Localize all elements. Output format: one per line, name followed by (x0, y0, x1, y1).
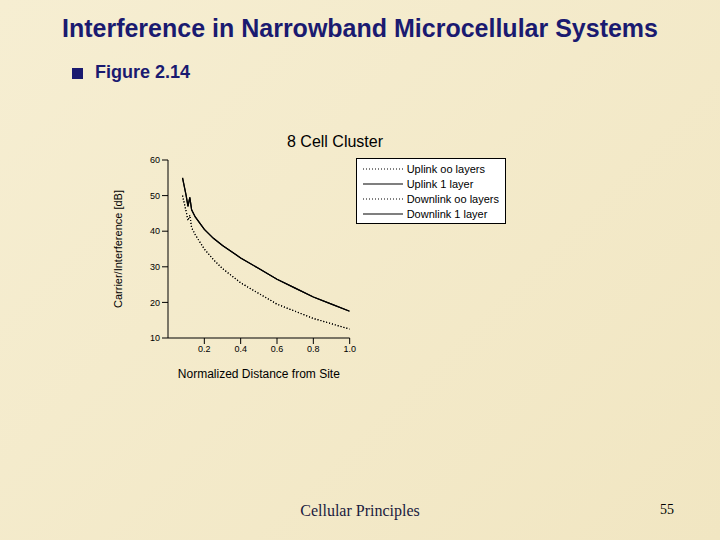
svg-text:20: 20 (150, 298, 160, 308)
svg-text:30: 30 (150, 262, 160, 272)
html-text:8 Cell Cluster: 8 Cell Cluster (287, 133, 383, 150)
svg-text:Normalized Distance from Site: Normalized Distance from Site (178, 367, 340, 381)
svg-text:50: 50 (150, 191, 160, 201)
svg-text:1.0: 1.0 (343, 344, 356, 354)
svg-text:10: 10 (150, 333, 160, 343)
html-text:Figure 2.14: Figure 2.14 (95, 62, 190, 82)
html-text:Downlink 1 layer: Downlink 1 layer (406, 207, 488, 220)
html-text:55: 55 (660, 502, 674, 517)
html-text:Uplink 1 layer: Uplink 1 layer (406, 177, 474, 190)
svg-text:0.2: 0.2 (198, 344, 211, 354)
svg-text:0.8: 0.8 (307, 344, 320, 354)
svg-text:60: 60 (150, 155, 160, 165)
html-text:Downlink oo layers: Downlink oo layers (406, 192, 499, 205)
svg-text:Carrier/Interference [dB]: Carrier/Interference [dB] (112, 190, 124, 308)
html-text:Cellular Principles: Cellular Principles (300, 502, 420, 519)
svg-text:0.4: 0.4 (234, 344, 247, 354)
svg-text:40: 40 (150, 226, 160, 236)
html-text:Uplink oo layers: Uplink oo layers (406, 162, 485, 175)
html-text:Interference in Narrowband Mic: Interference in Narrowband Microcellular… (62, 14, 658, 42)
svg-text:0.6: 0.6 (271, 344, 284, 354)
